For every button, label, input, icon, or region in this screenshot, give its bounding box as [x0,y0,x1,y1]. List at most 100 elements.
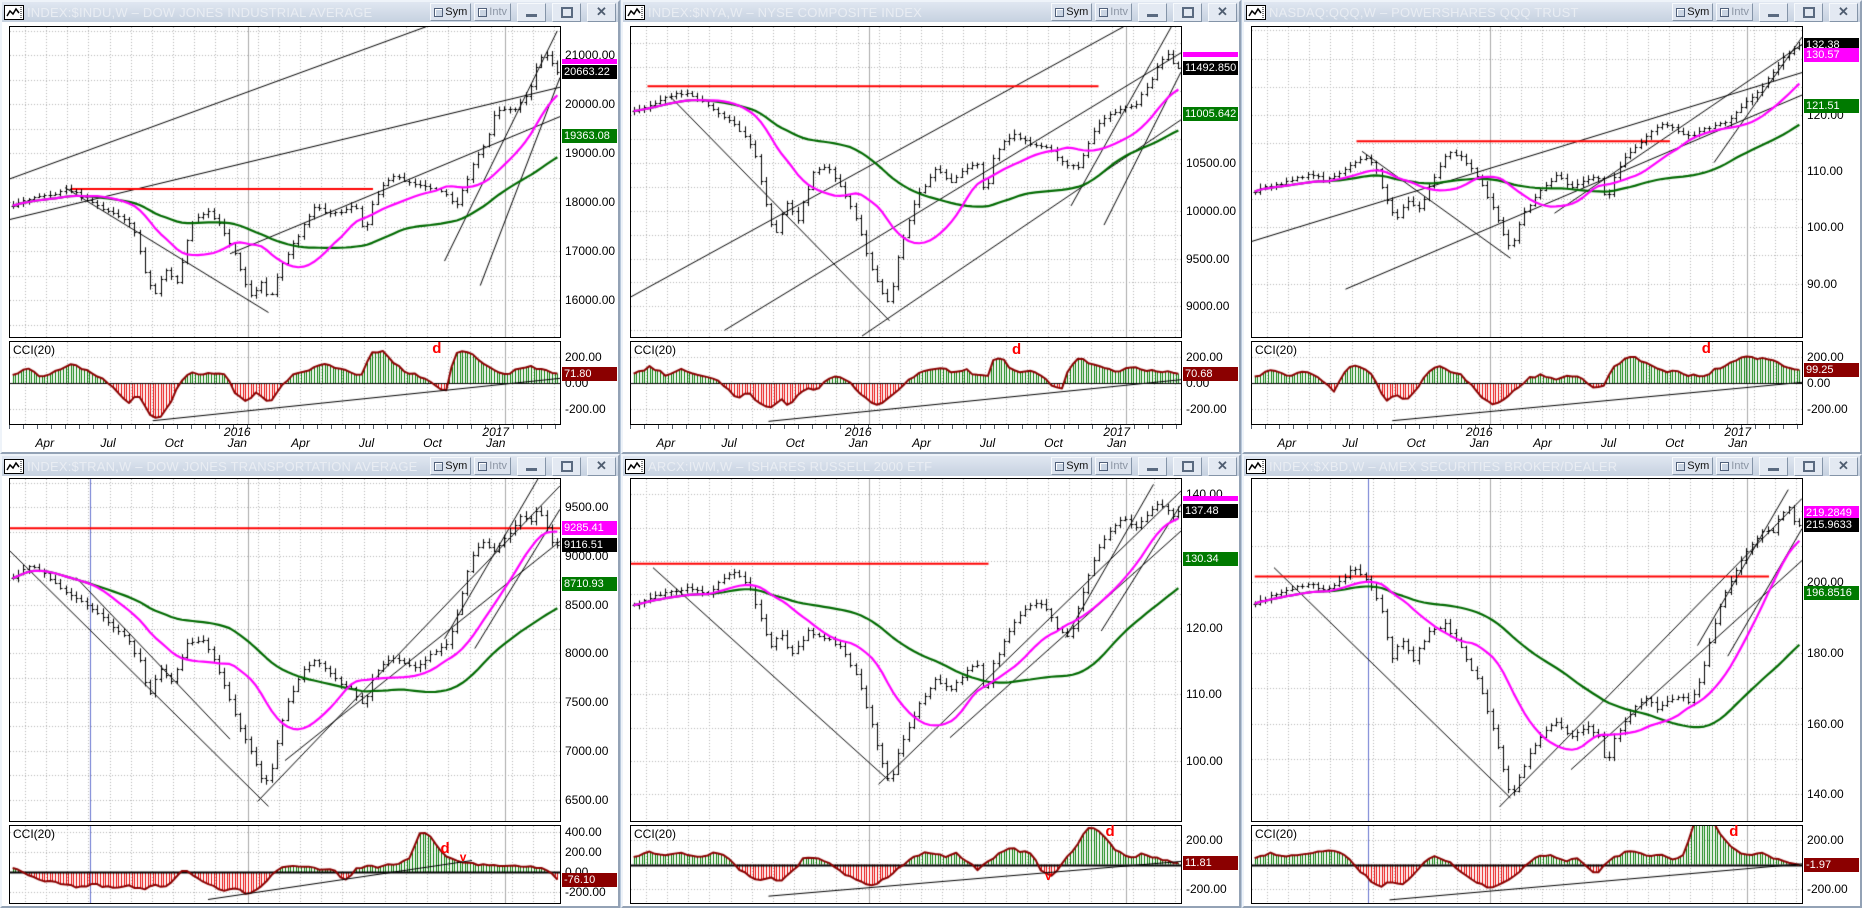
minimize-button[interactable] [517,456,546,476]
price-chart[interactable] [9,478,561,822]
minimize-button[interactable] [517,2,546,22]
cci-panel[interactable]: CCI(20) [9,825,561,904]
price-value-box: 11492.850 [1183,60,1238,75]
sym-button[interactable]: Sym [430,3,472,21]
maximize-button[interactable] [1794,2,1823,22]
maximize-button[interactable] [1173,2,1202,22]
time-axis: Apr Jul Oct 2016 Jan Apr Jul Oct 2017 Jan [1251,425,1803,449]
price-axis-label: 8500.00 [565,597,609,612]
intv-button[interactable]: Intv [1716,457,1753,475]
price-chart[interactable] [1251,26,1803,338]
window-title: INDEX:$XBD,W – AMEX SECURITIES BROKER/DE… [1269,458,1618,474]
chart-content: CCI(20) Apr Jul Oct 2016 Jan Apr Jul Oct 2017 Jan… [2,22,618,452]
intv-button-icon [1099,7,1109,17]
price-value-box: 137.48 [1183,504,1238,519]
cci-label: CCI(20) [1255,827,1298,841]
window-titlebar[interactable]: INDEX:$TRAN,W – DOW JONES TRANSPORTATION… [2,456,618,476]
cci-label: CCI(20) [13,343,56,357]
window-titlebar[interactable]: INDEX:$INDU,W – DOW JONES INDUSTRIAL AVE… [2,2,618,22]
maximize-icon [1802,6,1815,18]
cci-label: CCI(20) [1255,343,1298,357]
cci-label: CCI(20) [634,827,677,841]
cci-value-box: -76.10 [562,872,617,887]
cci-panel[interactable]: CCI(20) [630,825,1182,904]
close-button[interactable]: ✕ [1208,456,1237,476]
price-axis-label: 9000.00 [1186,299,1230,314]
window-titlebar[interactable]: ARCX:IWM,W – ISHARES RUSSELL 2000 ETF Sy… [623,456,1239,476]
price-axis-label: 110.00 [1186,687,1222,702]
sym-button[interactable]: Sym [1672,3,1714,21]
cci-axis-label: -200.00 [1807,402,1848,417]
minimize-button[interactable] [1138,456,1167,476]
maximize-button[interactable] [552,2,581,22]
intv-button[interactable]: Intv [1095,457,1132,475]
intv-button[interactable]: Intv [474,3,511,21]
time-axis-label: 2016 Jan [844,425,872,450]
close-button[interactable]: ✕ [587,2,616,22]
time-axis-label: Oct [423,436,442,450]
time-axis-ticks [9,425,561,429]
price-axis-label: 10500.00 [1186,155,1237,170]
close-button[interactable]: ✕ [587,456,616,476]
maximize-button[interactable] [552,456,581,476]
maximize-button[interactable] [1173,456,1202,476]
time-axis-label: 2016 Jan [1465,425,1493,450]
time-axis: Apr Jul Oct 2016 Jan Apr Jul Oct 2017 Jan [630,425,1182,449]
price-chart[interactable] [9,26,561,338]
intv-button[interactable]: Intv [1716,3,1753,21]
price-value-box: 9285.41 [562,521,617,536]
sym-button[interactable]: Sym [1051,3,1093,21]
cci-axis-label: -200.00 [565,885,606,899]
sym-button[interactable]: Sym [1672,457,1714,475]
time-axis-label: Apr [291,436,310,450]
chart-window-nya: INDEX:$NYA,W – NYSE COMPOSITE INDEX Sym … [621,0,1241,454]
cci-axis-label: -200.00 [1186,402,1227,417]
window-titlebar[interactable]: NASDAQ:QQQ,W – POWERSHARES QQQ TRUST Sym… [1244,2,1860,22]
cci-panel[interactable]: CCI(20) [1251,341,1803,425]
price-chart[interactable] [630,478,1182,822]
cci-annotation-d: d [1729,823,1739,841]
minimize-icon [1147,468,1158,471]
price-value-box: 130.57 [1804,48,1859,63]
close-button[interactable]: ✕ [1829,2,1858,22]
window-title: INDEX:$TRAN,W – DOW JONES TRANSPORTATION… [27,458,418,474]
cci-panel[interactable]: CCI(20) [1251,825,1803,904]
sym-button-icon [434,461,444,471]
sym-button[interactable]: Sym [1051,457,1093,475]
price-chart[interactable] [1251,478,1803,822]
window-title: INDEX:$NYA,W – NYSE COMPOSITE INDEX [648,4,923,20]
cci-annotation-v: v [1045,868,1052,883]
cci-panel[interactable]: CCI(20) [630,341,1182,425]
cci-panel[interactable]: CCI(20) [9,341,561,425]
close-button[interactable]: ✕ [1829,456,1858,476]
price-value-box: 11005.642 [1183,107,1238,122]
time-axis-label: Oct [785,436,805,450]
intv-button-icon [1099,461,1109,471]
sym-button-icon [434,7,444,17]
price-value-box: 196.8516 [1804,585,1859,600]
minimize-button[interactable] [1759,456,1788,476]
price-chart[interactable] [630,26,1182,338]
price-axis-label: 8000.00 [565,646,609,661]
intv-button[interactable]: Intv [474,457,511,475]
time-axis-label: Apr [656,436,676,450]
cci-axis-label: 200.00 [1186,349,1223,364]
intv-button[interactable]: Intv [1095,3,1132,21]
time-axis-label: Jul [1600,436,1617,450]
cci-axis-label: -200.00 [1186,882,1227,897]
minimize-button[interactable] [1759,2,1788,22]
intv-button-icon [1720,461,1730,471]
time-axis-label: 2017 Jan [482,425,510,450]
price-axis-label: 9500.00 [1186,251,1230,266]
sym-button[interactable]: Sym [430,457,472,475]
cci-value-box: 70.68 [1183,366,1238,381]
minimize-button[interactable] [1138,2,1167,22]
window-titlebar[interactable]: INDEX:$NYA,W – NYSE COMPOSITE INDEX Sym … [623,2,1239,22]
price-axis-label: 110.00 [1807,164,1843,179]
cci-label: CCI(20) [634,343,677,357]
chart-window-icon [625,458,645,474]
price-value-box: 8710.93 [562,577,617,592]
window-titlebar[interactable]: INDEX:$XBD,W – AMEX SECURITIES BROKER/DE… [1244,456,1860,476]
close-button[interactable]: ✕ [1208,2,1237,22]
maximize-button[interactable] [1794,456,1823,476]
